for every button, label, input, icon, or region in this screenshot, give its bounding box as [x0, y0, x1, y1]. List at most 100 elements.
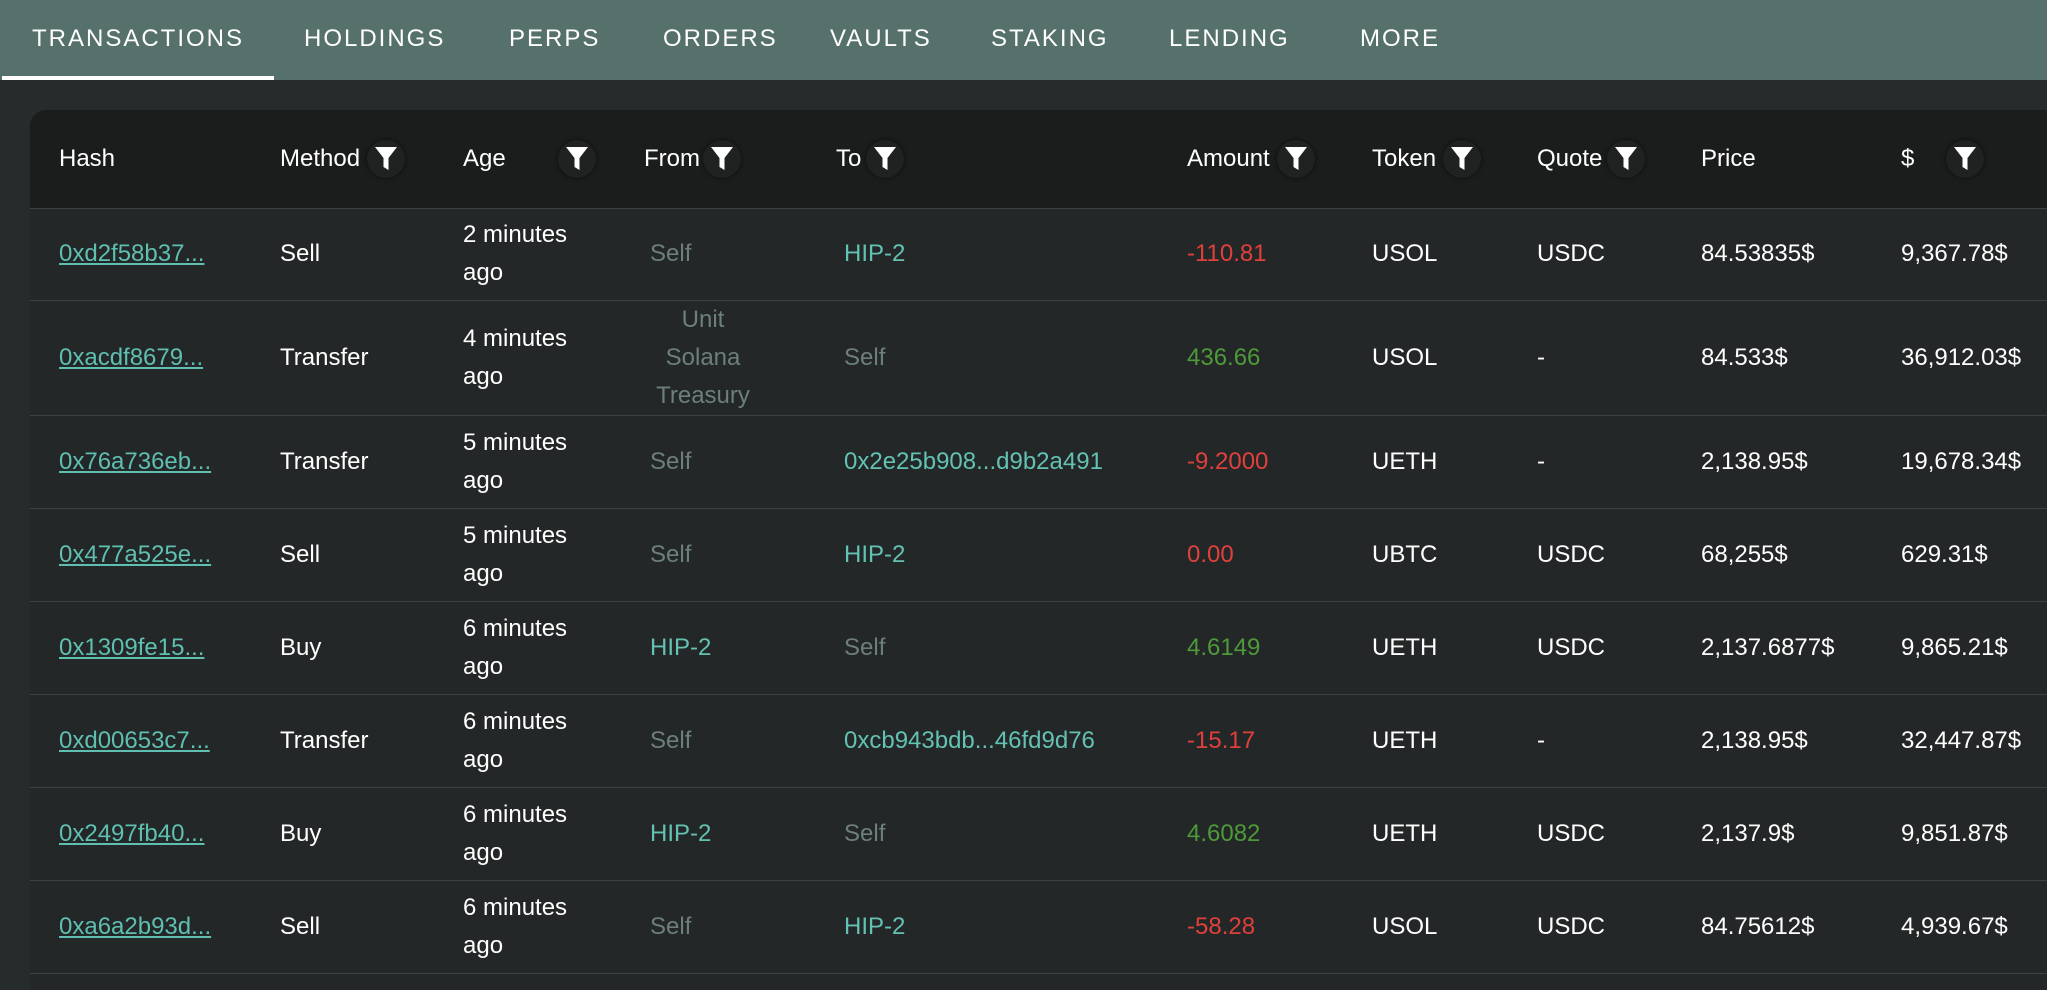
token-cell: USOL [1372, 240, 1438, 267]
usd-cell: 9,367.78$ [1901, 240, 2008, 267]
tab-holdings[interactable]: HOLDINGS [304, 25, 446, 52]
quote-cell: USDC [1537, 541, 1606, 568]
age-cell: 5 minutes ago [463, 522, 568, 587]
method-cell: Sell [280, 541, 321, 568]
token-cell: UETH [1372, 820, 1438, 847]
usd-cell: 629.31$ [1901, 541, 1988, 568]
method-filter-icon[interactable] [367, 140, 405, 178]
tx-hash-link[interactable]: 0xacdf8679... [59, 344, 204, 371]
to-cell: Self [844, 344, 886, 371]
amount-filter-icon[interactable] [1277, 140, 1315, 178]
column-header-quote: Quote [1537, 145, 1603, 172]
token-cell: USOL [1372, 913, 1438, 940]
age-cell: 6 minutes ago [463, 801, 568, 866]
amount-cell: 4.6149 [1187, 634, 1261, 661]
tab-bar: TRANSACTIONS HOLDINGS PERPS ORDERS VAULT… [0, 0, 2047, 80]
usd-cell: 4,939.67$ [1901, 913, 2008, 940]
tx-hash-link[interactable]: 0xd00653c7... [59, 727, 210, 754]
quote-cell: - [1537, 448, 1545, 475]
to-cell[interactable]: HIP-2 [844, 240, 906, 267]
to-cell[interactable]: 0x2e25b908...d9b2a491 [844, 448, 1103, 475]
token-cell: UETH [1372, 448, 1438, 475]
to-cell: Self [844, 634, 886, 661]
usd-cell: 32,447.87$ [1901, 727, 2022, 754]
from-cell: Self [650, 727, 692, 754]
age-cell: 6 minutes ago [463, 708, 568, 773]
tab-perps[interactable]: PERPS [509, 25, 601, 52]
to-cell[interactable]: 0xcb943bdb...46fd9d76 [844, 727, 1095, 754]
token-cell: UETH [1372, 634, 1438, 661]
usd-cell: 36,912.03$ [1901, 344, 2022, 371]
from-cell[interactable]: HIP-2 [650, 634, 712, 661]
tab-staking[interactable]: STAKING [991, 25, 1109, 52]
usd-cell: 19,678.34$ [1901, 448, 2022, 475]
table-header: Hash Method Age From To Amount Token Quo… [30, 110, 2047, 209]
quote-cell: USDC [1537, 634, 1606, 661]
column-header-amount: Amount [1187, 145, 1270, 172]
method-cell: Transfer [280, 448, 369, 475]
table-row: 0xa6a2b93d... Sell 6 minutes ago Self HI… [30, 881, 2047, 974]
tx-hash-link[interactable]: 0x2497fb40... [59, 820, 205, 847]
from-cell: Self [650, 240, 692, 267]
to-cell[interactable]: HIP-2 [844, 913, 906, 940]
tab-orders[interactable]: ORDERS [663, 25, 778, 52]
price-cell: 2,137.6877$ [1701, 634, 1835, 661]
method-cell: Transfer [280, 727, 369, 754]
method-cell: Sell [280, 913, 321, 940]
column-header-age: Age [463, 145, 506, 172]
from-filter-icon[interactable] [703, 140, 741, 178]
quote-cell: USDC [1537, 240, 1606, 267]
transactions-table: Hash Method Age From To Amount Token Quo… [30, 110, 2047, 990]
price-cell: 84.533$ [1701, 344, 1788, 371]
amount-cell: 0.00 [1187, 541, 1234, 568]
to-filter-icon[interactable] [866, 140, 904, 178]
column-header-hash: Hash [59, 145, 116, 172]
to-cell: Self [844, 820, 886, 847]
tx-hash-link[interactable]: 0xd2f58b37... [59, 240, 205, 267]
quote-filter-icon[interactable] [1607, 140, 1645, 178]
table-row: 0xd2f58b37... Sell 2 minutes ago Self HI… [30, 208, 2047, 301]
price-cell: 84.53835$ [1701, 240, 1815, 267]
table-row: 0x1309fe15... Buy 6 minutes ago HIP-2 Se… [30, 602, 2047, 695]
age-filter-icon[interactable] [558, 140, 596, 178]
age-cell: 2 minutes ago [463, 221, 568, 286]
table-row: 0x76a736eb... Transfer 5 minutes ago Sel… [30, 416, 2047, 509]
table-row: 0x2497fb40... Buy 6 minutes ago HIP-2 Se… [30, 788, 2047, 881]
price-cell: 84.75612$ [1701, 913, 1815, 940]
from-cell: Self [650, 913, 692, 940]
method-cell: Buy [280, 820, 322, 847]
method-cell: Buy [280, 634, 322, 661]
token-filter-icon[interactable] [1443, 140, 1481, 178]
price-cell: 2,138.95$ [1701, 727, 1808, 754]
table-row: 0xacdf8679... Transfer 4 minutes ago Uni… [30, 301, 2047, 416]
quote-cell: USDC [1537, 913, 1606, 940]
column-header-method: Method [280, 145, 361, 172]
tab-lending[interactable]: LENDING [1169, 25, 1290, 52]
tx-hash-link[interactable]: 0x76a736eb... [59, 448, 212, 475]
column-header-token: Token [1372, 145, 1437, 172]
tab-more[interactable]: MORE [1360, 25, 1440, 52]
table-row: 0x477a525e... Sell 5 minutes ago Self HI… [30, 509, 2047, 602]
amount-cell: -9.2000 [1187, 448, 1269, 475]
from-cell[interactable]: HIP-2 [650, 820, 712, 847]
from-cell: Self [650, 448, 692, 475]
method-cell: Sell [280, 240, 321, 267]
usd-cell: 9,865.21$ [1901, 634, 2008, 661]
token-cell: USOL [1372, 344, 1438, 371]
age-cell: 5 minutes ago [463, 429, 568, 494]
age-cell: 6 minutes ago [463, 894, 568, 959]
usd-filter-icon[interactable] [1946, 140, 1984, 178]
tab-transactions[interactable]: TRANSACTIONS [1, 0, 275, 80]
to-cell[interactable]: HIP-2 [844, 541, 906, 568]
usd-cell: 9,851.87$ [1901, 820, 2008, 847]
from-cell: Self [650, 541, 692, 568]
price-cell: 68,255$ [1701, 541, 1788, 568]
tx-hash-link[interactable]: 0x477a525e... [59, 541, 212, 568]
column-header-to: To [836, 145, 862, 172]
tx-hash-link[interactable]: 0xa6a2b93d... [59, 913, 212, 940]
tab-vaults[interactable]: VAULTS [830, 25, 932, 52]
tx-hash-link[interactable]: 0x1309fe15... [59, 634, 205, 661]
column-header-usd: $ [1901, 145, 1915, 172]
token-cell: UETH [1372, 727, 1438, 754]
from-cell[interactable]: Unit Solana Treasury [656, 306, 750, 409]
